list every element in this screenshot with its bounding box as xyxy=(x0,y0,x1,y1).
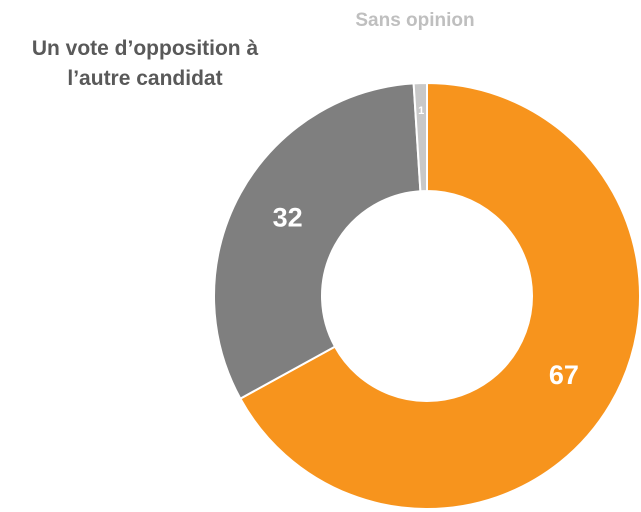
data-label: 67 xyxy=(549,360,579,390)
data-label: 32 xyxy=(273,203,303,233)
donut-segment xyxy=(213,82,422,400)
donut-segment xyxy=(238,81,641,510)
data-label: 1 xyxy=(418,105,424,117)
category-label: Sans opinion xyxy=(355,10,475,31)
category-label: Un vote d’opposition à l’autre candidat xyxy=(31,37,259,90)
donut-segment xyxy=(412,81,428,193)
